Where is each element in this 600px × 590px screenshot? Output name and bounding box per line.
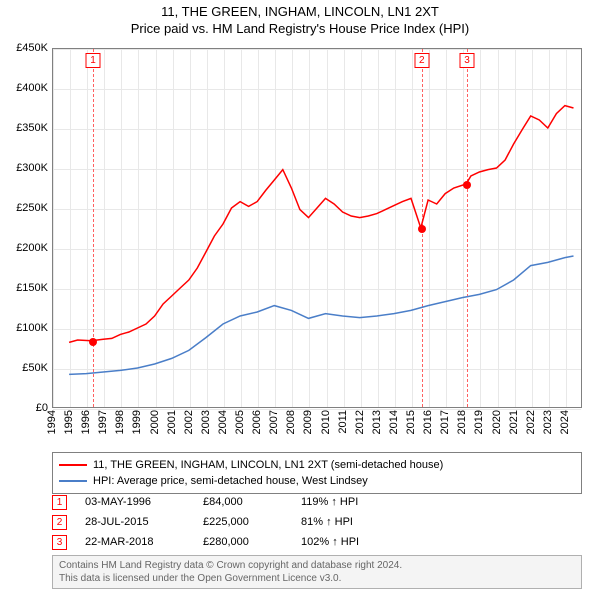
legend-label: 11, THE GREEN, INGHAM, LINCOLN, LN1 2XT … — [93, 457, 443, 473]
event-row: 1 03-MAY-1996 £84,000 119% ↑ HPI — [52, 492, 582, 512]
chart-plot-area: 123 £0£50K£100K£150K£200K£250K£300K£350K… — [52, 48, 582, 408]
x-axis-label: 2018 — [456, 410, 468, 434]
x-axis-label: 2022 — [525, 410, 537, 434]
legend-label: HPI: Average price, semi-detached house,… — [93, 473, 368, 489]
x-axis-label: 2000 — [149, 410, 161, 434]
legend: 11, THE GREEN, INGHAM, LINCOLN, LN1 2XT … — [52, 452, 582, 494]
x-axis-label: 2017 — [439, 410, 451, 434]
x-axis-label: 2020 — [491, 410, 503, 434]
event-price: £84,000 — [203, 496, 283, 508]
x-axis-label: 2015 — [405, 410, 417, 434]
x-axis-label: 2005 — [234, 410, 246, 434]
y-axis-label: £250K — [16, 202, 48, 214]
y-axis-label: £350K — [16, 122, 48, 134]
x-axis-label: 2006 — [251, 410, 263, 434]
x-axis-label: 2014 — [388, 410, 400, 434]
x-axis-label: 2001 — [166, 410, 178, 434]
x-axis-label: 2024 — [559, 410, 571, 434]
x-axis-label: 1996 — [80, 410, 92, 434]
legend-item: 11, THE GREEN, INGHAM, LINCOLN, LN1 2XT … — [59, 457, 575, 473]
event-hpi: 119% ↑ HPI — [301, 496, 401, 508]
x-axis-label: 2004 — [217, 410, 229, 434]
x-axis-label: 2021 — [508, 410, 520, 434]
event-hpi: 102% ↑ HPI — [301, 536, 401, 548]
y-axis-label: £200K — [16, 242, 48, 254]
x-axis-label: 2008 — [285, 410, 297, 434]
y-axis-label: £300K — [16, 162, 48, 174]
event-date: 22-MAR-2018 — [85, 536, 185, 548]
event-number-box: 1 — [52, 495, 67, 510]
x-axis-label: 2009 — [302, 410, 314, 434]
event-row: 2 28-JUL-2015 £225,000 81% ↑ HPI — [52, 512, 582, 532]
chart-title-desc: Price paid vs. HM Land Registry's House … — [0, 21, 600, 36]
legend-item: HPI: Average price, semi-detached house,… — [59, 473, 575, 489]
footer-line2: This data is licensed under the Open Gov… — [59, 572, 575, 585]
x-axis-label: 2023 — [542, 410, 554, 434]
event-date: 28-JUL-2015 — [85, 516, 185, 528]
legend-swatch — [59, 480, 87, 482]
x-axis-label: 1999 — [131, 410, 143, 434]
x-axis-label: 1995 — [63, 410, 75, 434]
y-axis-label: £100K — [16, 322, 48, 334]
event-number-box: 3 — [52, 535, 67, 550]
event-row: 3 22-MAR-2018 £280,000 102% ↑ HPI — [52, 532, 582, 552]
chart-title-address: 11, THE GREEN, INGHAM, LINCOLN, LN1 2XT — [0, 4, 600, 19]
footer-line1: Contains HM Land Registry data © Crown c… — [59, 559, 575, 572]
legend-swatch — [59, 464, 87, 466]
series-line — [69, 256, 573, 374]
x-axis-label: 2019 — [473, 410, 485, 434]
attribution-footer: Contains HM Land Registry data © Crown c… — [52, 555, 582, 589]
y-axis-label: £450K — [16, 42, 48, 54]
x-axis-label: 2002 — [183, 410, 195, 434]
y-axis-label: £150K — [16, 282, 48, 294]
event-number-box: 2 — [52, 515, 67, 530]
x-axis-label: 2010 — [320, 410, 332, 434]
x-axis-label: 2011 — [337, 410, 349, 434]
events-table: 1 03-MAY-1996 £84,000 119% ↑ HPI 2 28-JUL-201… — [52, 492, 582, 552]
event-date: 03-MAY-1996 — [85, 496, 185, 508]
event-price: £280,000 — [203, 536, 283, 548]
x-axis-label: 2012 — [354, 410, 366, 434]
event-price: £225,000 — [203, 516, 283, 528]
x-axis-label: 2003 — [200, 410, 212, 434]
x-axis-label: 1998 — [114, 410, 126, 434]
series-line — [69, 106, 573, 343]
y-axis-label: £400K — [16, 82, 48, 94]
event-hpi: 81% ↑ HPI — [301, 516, 401, 528]
x-axis-label: 2016 — [422, 410, 434, 434]
y-axis-label: £50K — [22, 362, 48, 374]
x-axis-label: 2013 — [371, 410, 383, 434]
x-axis-label: 1997 — [97, 410, 109, 434]
x-axis-label: 2007 — [268, 410, 280, 434]
x-axis-label: 1994 — [46, 410, 58, 434]
